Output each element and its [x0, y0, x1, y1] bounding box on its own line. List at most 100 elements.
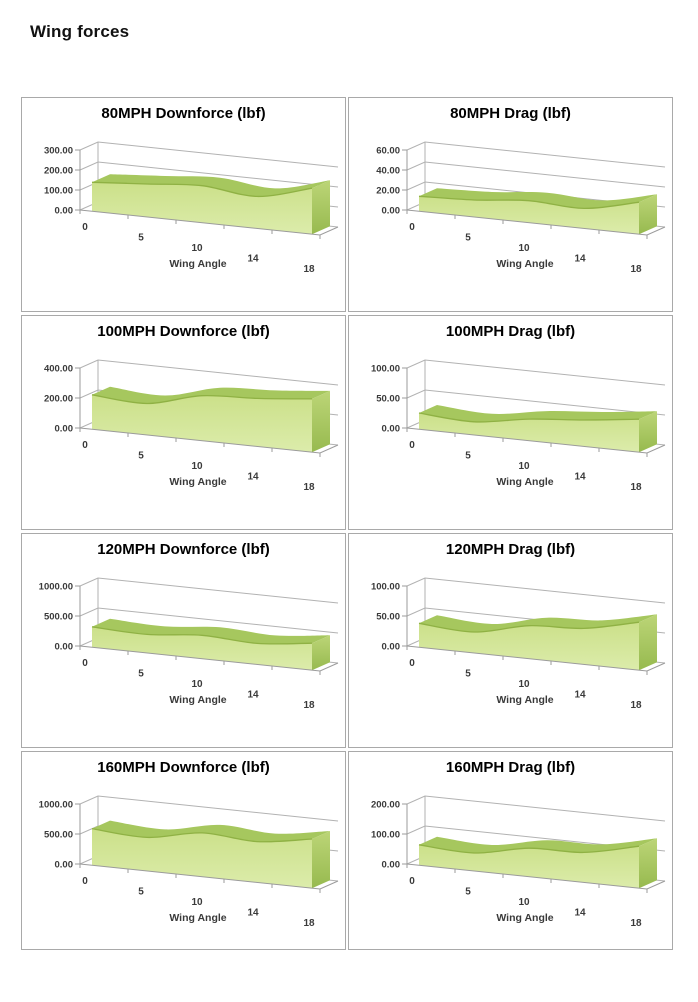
svg-text:300.00: 300.00: [44, 146, 73, 157]
svg-text:0.00: 0.00: [382, 206, 401, 217]
svg-text:10: 10: [518, 461, 530, 472]
chart-120mph-drag: 120MPH Drag (lbf) 0.00 50.00 100.00 0 5 10 14 1…: [348, 533, 673, 748]
svg-text:0: 0: [409, 222, 415, 233]
svg-text:Wing Angle: Wing Angle: [169, 476, 226, 488]
svg-text:10: 10: [191, 461, 203, 472]
chart-title: 160MPH Downforce (lbf): [97, 759, 270, 776]
svg-text:5: 5: [465, 451, 471, 462]
chart-plot-area: 0.00 20.00 40.00 60.00 0 5 10 14 18 Wing Angle: [376, 141, 666, 275]
svg-text:0.00: 0.00: [382, 642, 401, 653]
svg-text:14: 14: [247, 472, 259, 483]
svg-text:200.00: 200.00: [371, 800, 400, 811]
svg-text:10: 10: [518, 679, 530, 690]
svg-text:200.00: 200.00: [44, 166, 73, 177]
chart-title: 80MPH Downforce (lbf): [101, 105, 266, 122]
svg-text:5: 5: [138, 233, 144, 244]
svg-text:0.00: 0.00: [55, 206, 74, 217]
svg-text:18: 18: [630, 264, 642, 275]
svg-text:Wing Angle: Wing Angle: [496, 258, 553, 270]
svg-text:100.00: 100.00: [44, 186, 73, 197]
svg-text:5: 5: [138, 669, 144, 680]
svg-text:100.00: 100.00: [371, 830, 400, 841]
chart-plot-area: 0.00 50.00 100.00 0 5 10 14 18 Wing Angle: [371, 359, 666, 493]
svg-text:14: 14: [574, 908, 586, 919]
svg-text:500.00: 500.00: [44, 830, 73, 841]
svg-text:60.00: 60.00: [376, 146, 400, 157]
svg-text:18: 18: [303, 918, 315, 929]
chart-grid: 80MPH Downforce (lbf) 0.00 100.00 200.00 30…: [21, 97, 673, 966]
chart-100mph-downforce: 100MPH Downforce (lbf) 0.00 200.00 400.00 0…: [21, 315, 346, 530]
svg-text:0: 0: [82, 658, 88, 669]
svg-text:5: 5: [465, 233, 471, 244]
svg-text:10: 10: [191, 897, 203, 908]
svg-text:1000.00: 1000.00: [39, 582, 73, 593]
svg-text:5: 5: [138, 887, 144, 898]
svg-text:0.00: 0.00: [55, 642, 74, 653]
chart-title: 80MPH Drag (lbf): [450, 105, 571, 122]
svg-text:5: 5: [465, 887, 471, 898]
chart-160mph-drag: 160MPH Drag (lbf) 0.00 100.00 200.00 0 5 10 14…: [348, 751, 673, 950]
svg-text:0: 0: [409, 658, 415, 669]
chart-plot-area: 0.00 200.00 400.00 0 5 10 14 18 Wing Angle: [44, 359, 339, 493]
svg-text:0.00: 0.00: [382, 424, 401, 435]
svg-text:10: 10: [191, 243, 203, 254]
svg-text:14: 14: [247, 908, 259, 919]
svg-text:0.00: 0.00: [55, 424, 74, 435]
chart-title: 120MPH Drag (lbf): [445, 541, 576, 558]
svg-text:100.00: 100.00: [371, 582, 400, 593]
chart-title: 100MPH Drag (lbf): [445, 323, 576, 340]
svg-text:0: 0: [82, 222, 88, 233]
svg-text:400.00: 400.00: [44, 364, 73, 375]
svg-text:100.00: 100.00: [371, 364, 400, 375]
svg-text:18: 18: [630, 482, 642, 493]
chart-plot-area: 0.00 500.00 1000.00 0 5 10 14 18 Wing Angle: [39, 795, 339, 929]
svg-text:14: 14: [574, 254, 586, 265]
svg-text:Wing Angle: Wing Angle: [496, 694, 553, 706]
chart-100mph-drag: 100MPH Drag (lbf) 0.00 50.00 100.00 0 5 10 14 1…: [348, 315, 673, 530]
chart-title: 100MPH Downforce (lbf): [97, 323, 270, 340]
svg-text:14: 14: [574, 690, 586, 701]
svg-text:0: 0: [409, 876, 415, 887]
chart-120mph-downforce: 120MPH Downforce (lbf) 0.00 500.00 1000.00…: [21, 533, 346, 748]
svg-text:Wing Angle: Wing Angle: [169, 258, 226, 270]
svg-text:10: 10: [518, 243, 530, 254]
svg-text:18: 18: [303, 700, 315, 711]
svg-text:0: 0: [82, 440, 88, 451]
svg-text:14: 14: [574, 472, 586, 483]
svg-text:5: 5: [465, 669, 471, 680]
svg-text:40.00: 40.00: [376, 166, 400, 177]
svg-text:200.00: 200.00: [44, 394, 73, 405]
svg-text:Wing Angle: Wing Angle: [496, 912, 553, 924]
svg-text:0: 0: [82, 876, 88, 887]
svg-text:0: 0: [409, 440, 415, 451]
svg-text:14: 14: [247, 690, 259, 701]
chart-plot-area: 0.00 500.00 1000.00 0 5 10 14 18 Wing Angle: [39, 577, 339, 711]
svg-text:Wing Angle: Wing Angle: [496, 476, 553, 488]
page-title: Wing forces: [30, 22, 130, 41]
chart-160mph-downforce: 160MPH Downforce (lbf) 0.00 500.00 1000.00…: [21, 751, 346, 950]
chart-80mph-drag: 80MPH Drag (lbf) 0.00 20.00 40.00 60.00 0 5 10…: [348, 97, 673, 312]
svg-text:Wing Angle: Wing Angle: [169, 694, 226, 706]
svg-text:0.00: 0.00: [55, 860, 74, 871]
svg-text:500.00: 500.00: [44, 612, 73, 623]
svg-text:18: 18: [303, 482, 315, 493]
svg-text:18: 18: [630, 918, 642, 929]
chart-80mph-downforce: 80MPH Downforce (lbf) 0.00 100.00 200.00 30…: [21, 97, 346, 312]
svg-text:0.00: 0.00: [382, 860, 401, 871]
chart-title: 120MPH Downforce (lbf): [97, 541, 270, 558]
svg-text:20.00: 20.00: [376, 186, 400, 197]
svg-text:Wing Angle: Wing Angle: [169, 912, 226, 924]
chart-plot-area: 0.00 50.00 100.00 0 5 10 14 18 Wing Angle: [371, 577, 666, 711]
svg-text:10: 10: [518, 897, 530, 908]
svg-text:18: 18: [630, 700, 642, 711]
chart-plot-area: 0.00 100.00 200.00 300.00 0 5 10 14 18 Wing Angle: [44, 141, 339, 275]
chart-title: 160MPH Drag (lbf): [445, 759, 576, 776]
svg-text:1000.00: 1000.00: [39, 800, 73, 811]
chart-plot-area: 0.00 100.00 200.00 0 5 10 14 18 Wing Angle: [371, 795, 666, 929]
svg-text:18: 18: [303, 264, 315, 275]
svg-text:14: 14: [247, 254, 259, 265]
svg-text:10: 10: [191, 679, 203, 690]
svg-text:50.00: 50.00: [376, 394, 400, 405]
svg-text:5: 5: [138, 451, 144, 462]
svg-text:50.00: 50.00: [376, 612, 400, 623]
